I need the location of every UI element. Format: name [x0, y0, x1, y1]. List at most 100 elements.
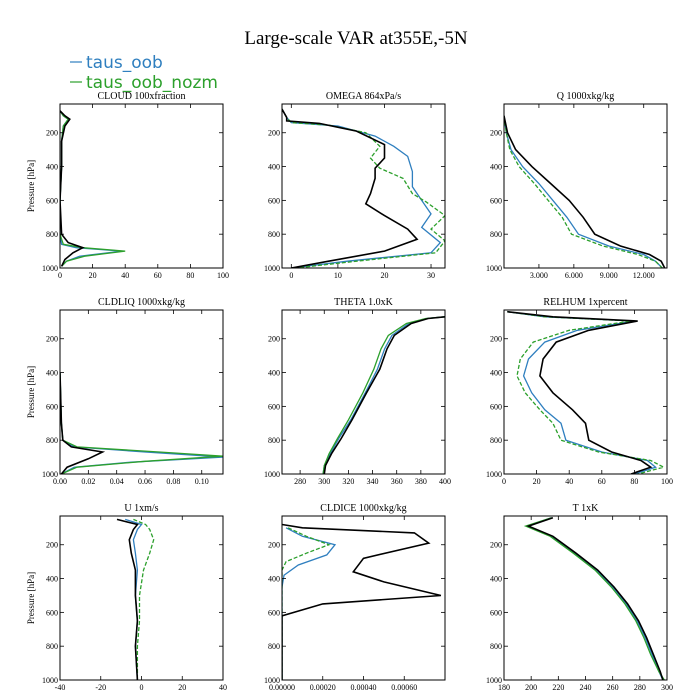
x-tick-label: 0.00020	[310, 683, 336, 692]
y-tick-label: 1000	[264, 264, 280, 273]
panel-title: T 1xK	[573, 503, 599, 514]
y-tick-label: 400	[268, 163, 280, 172]
x-tick-label: 0	[502, 477, 506, 486]
y-tick-label: 600	[268, 608, 280, 617]
series-line-black	[323, 316, 445, 474]
x-tick-label: 40	[121, 271, 129, 280]
y-tick-label: 800	[268, 642, 280, 651]
x-tick-label: 0	[289, 271, 293, 280]
x-tick-label: 0.00060	[391, 683, 417, 692]
y-tick-label: 600	[46, 196, 58, 205]
panel-title: CLOUD 100xfraction	[97, 91, 185, 102]
y-axis-label: Pressure [hPa]	[26, 160, 36, 212]
y-tick-label: 200	[490, 541, 502, 550]
y-tick-label: 600	[46, 402, 58, 411]
plot-frame	[59, 103, 224, 269]
x-tick-label: 0	[140, 683, 144, 692]
y-tick-label: 200	[46, 335, 58, 344]
y-tick-label: 400	[490, 163, 502, 172]
series-line-taus-oob	[525, 517, 664, 680]
x-tick-label: 40	[565, 477, 573, 486]
x-tick-label: 0.00	[53, 477, 67, 486]
series-line-black	[60, 110, 85, 267]
plot-frame	[59, 515, 224, 681]
y-tick-label: 1000	[264, 676, 280, 685]
series-line-black	[526, 516, 664, 680]
panel-title: CLDICE 1000xkg/kg	[320, 503, 406, 514]
y-tick-label: 200	[268, 541, 280, 550]
series-line-taus-oob-nozm	[504, 115, 663, 268]
plot-frame	[503, 103, 668, 269]
y-tick-label: 600	[268, 402, 280, 411]
y-tick-label: 1000	[486, 264, 502, 273]
y-tick-label: 1000	[42, 676, 58, 685]
x-tick-label: 0.08	[166, 477, 180, 486]
series-line-black	[282, 108, 419, 268]
x-tick-label: 340	[367, 477, 379, 486]
panel-4: CLDLIQ 1000xkg/kg Pressure [hPa] 200 400 600…	[26, 297, 224, 486]
plot-frame	[503, 309, 668, 475]
y-tick-label: 800	[46, 642, 58, 651]
x-tick-label: 0.10	[195, 477, 209, 486]
x-tick-label: 400	[439, 477, 451, 486]
series-line-black	[60, 372, 106, 474]
x-tick-label: 100	[217, 271, 229, 280]
x-tick-label: 12.000	[633, 271, 655, 280]
y-tick-label: 600	[490, 196, 502, 205]
series-line-taus-oob	[504, 115, 663, 268]
series-line-black	[116, 518, 139, 680]
x-tick-label: 20	[380, 271, 388, 280]
x-tick-label: 40	[219, 683, 227, 692]
x-tick-label: 380	[415, 477, 427, 486]
y-tick-label: 800	[268, 436, 280, 445]
y-tick-label: 1000	[486, 470, 502, 479]
x-tick-label: 180	[498, 683, 510, 692]
series-line-taus-oob	[322, 316, 445, 474]
x-tick-label: -40	[55, 683, 66, 692]
x-tick-label: 20	[533, 477, 541, 486]
x-tick-label: 220	[552, 683, 564, 692]
y-tick-label: 1000	[486, 676, 502, 685]
x-tick-label: 240	[580, 683, 592, 692]
x-tick-label: 80	[186, 271, 194, 280]
x-tick-label: 60	[598, 477, 606, 486]
figure-title: Large-scale VAR at355E,-5N	[244, 28, 467, 49]
y-tick-label: 400	[268, 575, 280, 584]
series-line-taus-oob-nozm	[282, 108, 445, 268]
plot-frame	[281, 515, 446, 681]
x-tick-label: 360	[391, 477, 403, 486]
x-tick-label: 300	[661, 683, 673, 692]
x-tick-label: 0	[58, 271, 62, 280]
panel-title: U 1xm/s	[124, 503, 158, 514]
y-tick-label: 1000	[42, 470, 58, 479]
y-tick-label: 600	[268, 196, 280, 205]
x-tick-label: 10	[334, 271, 342, 280]
x-tick-label: 320	[342, 477, 354, 486]
panel-title: Q 1000xkg/kg	[557, 91, 615, 102]
x-tick-label: 80	[630, 477, 638, 486]
y-tick-label: 1000	[42, 264, 58, 273]
x-tick-label: 6.000	[565, 271, 583, 280]
x-tick-label: 60	[154, 271, 162, 280]
y-tick-label: 400	[46, 163, 58, 172]
series-line-black	[507, 310, 653, 474]
panel-8: CLDICE 1000xkg/kg 200 400 600 800 10000.00000…	[264, 503, 446, 692]
plot-frame	[503, 515, 668, 681]
y-tick-label: 400	[46, 369, 58, 378]
x-tick-label: 260	[607, 683, 619, 692]
series-line-taus-oob-nozm	[507, 311, 666, 474]
legend-label-taus-oob-nozm: taus_oob_nozm	[86, 73, 218, 93]
x-tick-label: 280	[634, 683, 646, 692]
y-tick-label: 200	[268, 129, 280, 138]
y-tick-label: 400	[490, 369, 502, 378]
x-tick-label: 0.02	[81, 477, 95, 486]
y-tick-label: 800	[490, 642, 502, 651]
series-line-taus-oob	[60, 372, 223, 474]
x-tick-label: -20	[95, 683, 106, 692]
y-tick-label: 800	[268, 230, 280, 239]
